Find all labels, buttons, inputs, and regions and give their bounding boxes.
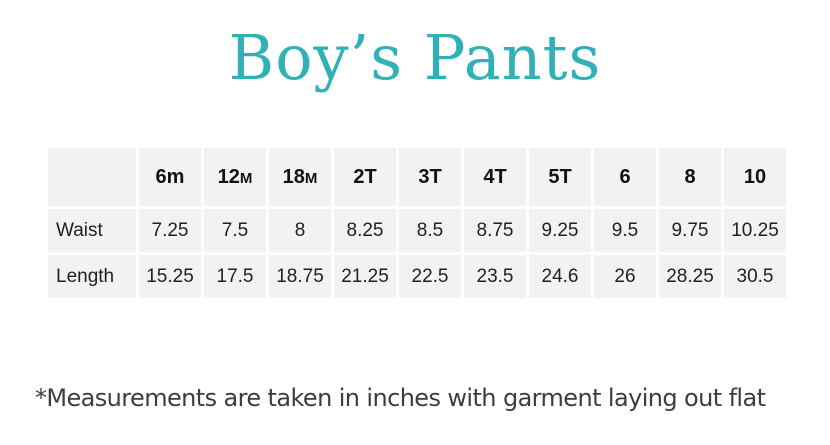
- column-header: 2T: [334, 148, 396, 206]
- measurement-cell: 17.5: [204, 255, 266, 298]
- table-header: 6m 12M 18M 2T 3T 4T 5T 6 8 10: [48, 148, 786, 206]
- measurement-cell: 23.5: [464, 255, 526, 298]
- measurement-cell: 18.75: [269, 255, 331, 298]
- row-label: Waist: [48, 209, 136, 252]
- measurement-cell: 15.25: [139, 255, 201, 298]
- column-header: 3T: [399, 148, 461, 206]
- page-title: Boy’s Pants: [228, 21, 602, 94]
- measurement-cell: 8.75: [464, 209, 526, 252]
- measurement-cell: 9.25: [529, 209, 591, 252]
- measurement-cell: 10.25: [724, 209, 786, 252]
- column-header: 8: [659, 148, 721, 206]
- measurement-cell: 22.5: [399, 255, 461, 298]
- measurement-cell: 30.5: [724, 255, 786, 298]
- column-header: 4T: [464, 148, 526, 206]
- table-body: Waist 7.25 7.5 8 8.25 8.5 8.75 9.25 9.5 9.75 10.25…: [48, 209, 786, 298]
- column-header: 18M: [269, 148, 331, 206]
- measurement-cell: 8.25: [334, 209, 396, 252]
- table-row: Length 15.25 17.5 18.75 21.25 22.5 23.5 24.6 26 2…: [48, 255, 786, 298]
- corner-cell: [48, 148, 136, 206]
- measurement-cell: 8.5: [399, 209, 461, 252]
- column-header: 6: [594, 148, 656, 206]
- smallcap-suffix: M: [304, 169, 318, 187]
- measurement-cell: 8: [269, 209, 331, 252]
- measurement-cell: 21.25: [334, 255, 396, 298]
- measurement-cell: 9.5: [594, 209, 656, 252]
- measurement-cell: 26: [594, 255, 656, 298]
- column-header: 5T: [529, 148, 591, 206]
- measurement-cell: 28.25: [659, 255, 721, 298]
- measurement-cell: 7.5: [204, 209, 266, 252]
- measurement-cell: 9.75: [659, 209, 721, 252]
- column-header: 10: [724, 148, 786, 206]
- smallcap-suffix: M: [239, 169, 253, 187]
- row-label: Length: [48, 255, 136, 298]
- table-row: Waist 7.25 7.5 8 8.25 8.5 8.75 9.25 9.5 9.75 10.25: [48, 209, 786, 252]
- size-chart-table: 6m 12M 18M 2T 3T 4T 5T 6 8 10 Waist 7.25 7.5 8 8.25 8.…: [45, 145, 789, 301]
- column-header: 6m: [139, 148, 201, 206]
- measurement-cell: 24.6: [529, 255, 591, 298]
- header-row: 6m 12M 18M 2T 3T 4T 5T 6 8 10: [48, 148, 786, 206]
- measurement-cell: 7.25: [139, 209, 201, 252]
- footnote: *Measurements are taken in inches with g…: [35, 384, 766, 412]
- column-header: 12M: [204, 148, 266, 206]
